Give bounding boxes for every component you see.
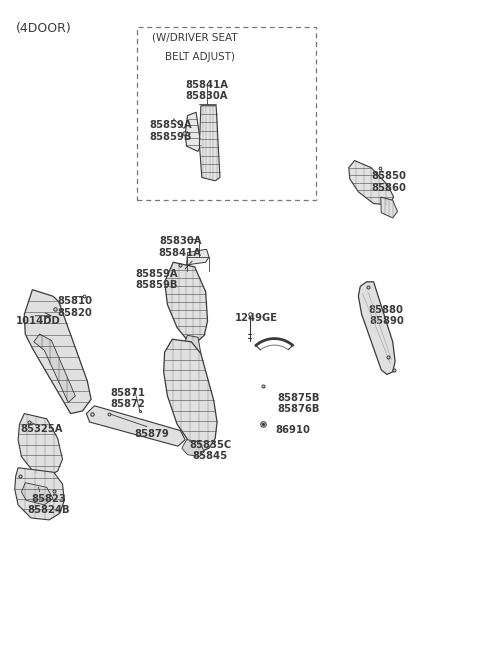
Text: (W/DRIVER SEAT: (W/DRIVER SEAT xyxy=(152,33,237,43)
Text: 85859A
85859B: 85859A 85859B xyxy=(149,120,192,141)
Text: 85325A: 85325A xyxy=(21,424,63,434)
Polygon shape xyxy=(349,160,394,205)
Polygon shape xyxy=(185,112,201,151)
Text: 85835C
85845: 85835C 85845 xyxy=(189,440,231,461)
Text: 85850
85860: 85850 85860 xyxy=(371,171,406,193)
Text: BELT ADJUST): BELT ADJUST) xyxy=(152,52,235,62)
Polygon shape xyxy=(187,250,209,265)
Polygon shape xyxy=(182,440,204,457)
Text: 86910: 86910 xyxy=(276,425,311,436)
Text: 85823
85824B: 85823 85824B xyxy=(28,494,70,515)
Polygon shape xyxy=(34,334,75,403)
Text: 85879: 85879 xyxy=(134,428,169,439)
Text: 85810
85820: 85810 85820 xyxy=(58,296,93,318)
Text: 85859A
85859B: 85859A 85859B xyxy=(135,269,178,290)
Text: 1014DD: 1014DD xyxy=(16,316,60,326)
Text: 85880
85890: 85880 85890 xyxy=(369,305,404,326)
Text: 85875B
85876B: 85875B 85876B xyxy=(277,393,320,415)
Polygon shape xyxy=(199,105,220,181)
Polygon shape xyxy=(24,290,91,413)
Polygon shape xyxy=(381,197,397,218)
Text: 1249GE: 1249GE xyxy=(235,313,278,323)
Polygon shape xyxy=(18,413,62,476)
Polygon shape xyxy=(22,483,53,505)
Polygon shape xyxy=(165,262,207,342)
Text: 85871
85872: 85871 85872 xyxy=(110,388,145,409)
Polygon shape xyxy=(183,335,201,357)
Polygon shape xyxy=(15,468,64,520)
Text: 85841A
85830A: 85841A 85830A xyxy=(185,80,228,102)
Text: 85830A
85841A: 85830A 85841A xyxy=(159,236,202,258)
Text: (4DOOR): (4DOOR) xyxy=(16,22,72,35)
Polygon shape xyxy=(164,339,217,451)
Polygon shape xyxy=(359,282,395,375)
Polygon shape xyxy=(86,405,185,446)
